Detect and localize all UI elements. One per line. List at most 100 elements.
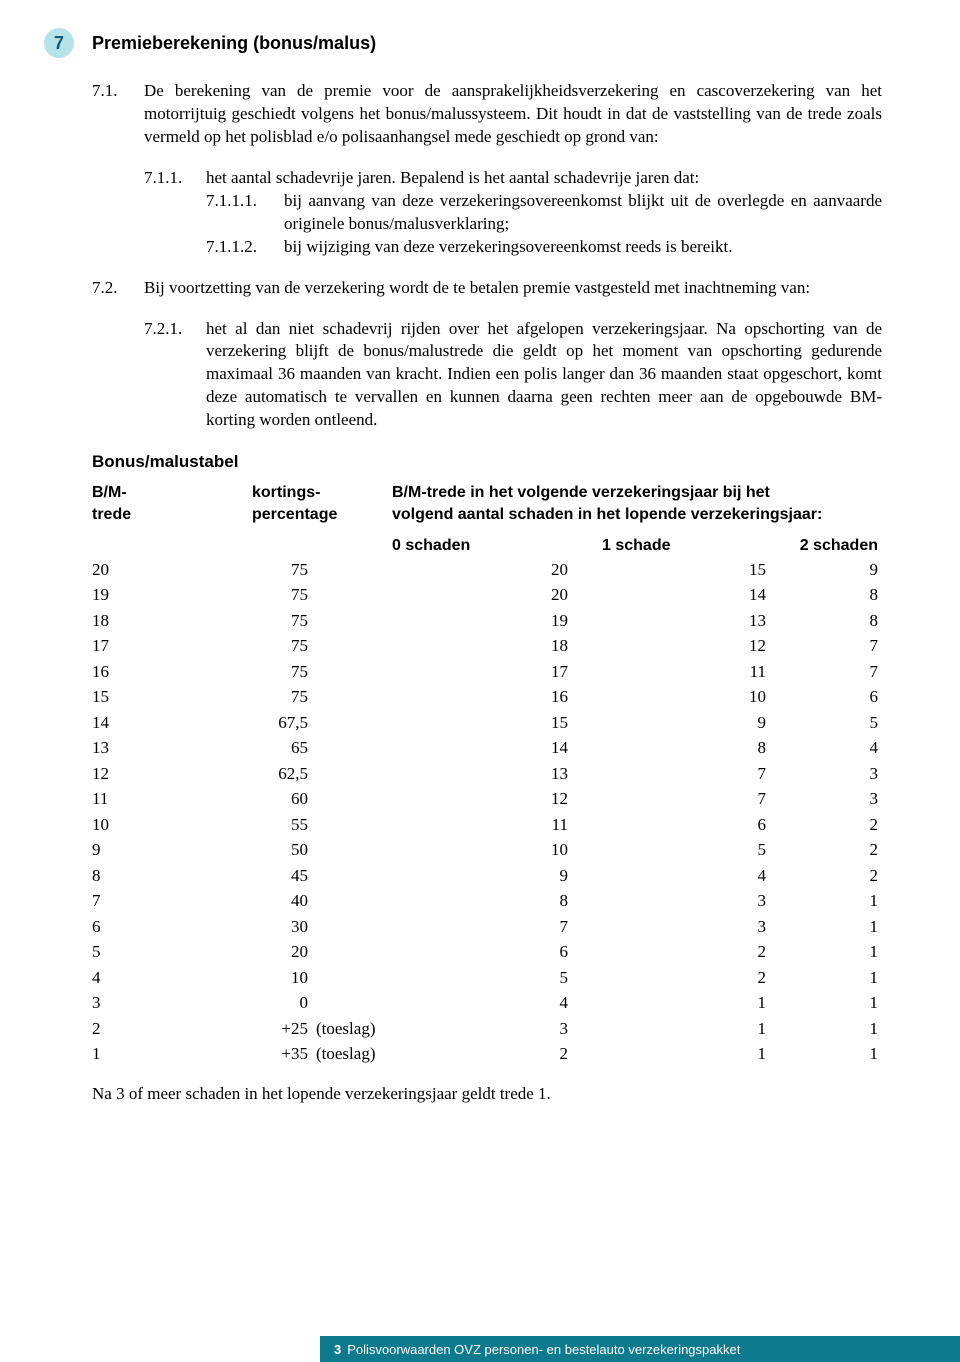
cell-2-schaden: 2 (766, 837, 882, 863)
cell-kp-suffix (308, 557, 400, 583)
cell-1-schade: 6 (568, 812, 766, 838)
cell-1-schade: 11 (568, 659, 766, 685)
cell-0-schaden: 10 (400, 837, 568, 863)
cell-1-schade: 10 (568, 684, 766, 710)
cell-0-schaden: 20 (400, 582, 568, 608)
cell-2-schaden: 1 (766, 914, 882, 940)
cell-kp-suffix (308, 939, 400, 965)
clause-7-2: 7.2. Bij voortzetting van de verzekering… (92, 277, 882, 300)
cell-kp-suffix: (toeslag) (308, 1016, 400, 1042)
cell-1-schade: 1 (568, 1016, 766, 1042)
cell-0-schaden: 8 (400, 888, 568, 914)
cell-kp: 45 (202, 863, 308, 889)
header-0-schaden: 0 schaden (392, 535, 602, 557)
cell-0-schaden: 18 (400, 633, 568, 659)
cell-1-schade: 4 (568, 863, 766, 889)
header-1-schade: 1 schade (602, 535, 797, 557)
cell-2-schaden: 8 (766, 582, 882, 608)
cell-kp: 50 (202, 837, 308, 863)
cell-kp: 67,5 (202, 710, 308, 736)
clause-7-2-1: 7.2.1. het al dan niet schadevrij rijden… (144, 318, 882, 433)
cell-0-schaden: 2 (400, 1041, 568, 1067)
cell-0-schaden: 9 (400, 863, 568, 889)
cell-bm: 18 (92, 608, 202, 634)
table-row: 10551162 (92, 812, 882, 838)
cell-2-schaden: 6 (766, 684, 882, 710)
cell-1-schade: 3 (568, 914, 766, 940)
cell-0-schaden: 5 (400, 965, 568, 991)
cell-1-schade: 1 (568, 990, 766, 1016)
table-row: 11601273 (92, 786, 882, 812)
cell-2-schaden: 8 (766, 608, 882, 634)
cell-kp-suffix (308, 812, 400, 838)
cell-bm: 3 (92, 990, 202, 1016)
clause-text: het al dan niet schadevrij rijden over h… (206, 318, 882, 433)
cell-bm: 17 (92, 633, 202, 659)
cell-2-schaden: 2 (766, 863, 882, 889)
clause-number: 7.1.1.1. (206, 190, 284, 236)
table-row: 177518127 (92, 633, 882, 659)
cell-0-schaden: 12 (400, 786, 568, 812)
header-desc-l1: B/M-trede in het volgende verzekeringsja… (392, 482, 882, 504)
cell-kp: 75 (202, 684, 308, 710)
cell-kp: 10 (202, 965, 308, 991)
cell-1-schade: 1 (568, 1041, 766, 1067)
cell-kp: +35 (202, 1041, 308, 1067)
table-row: 520621 (92, 939, 882, 965)
header-2-schaden: 2 schaden (797, 535, 882, 557)
cell-kp: 30 (202, 914, 308, 940)
table-row: 30411 (92, 990, 882, 1016)
cell-0-schaden: 7 (400, 914, 568, 940)
cell-2-schaden: 3 (766, 786, 882, 812)
cell-bm: 9 (92, 837, 202, 863)
cell-1-schade: 14 (568, 582, 766, 608)
section-title: Premieberekening (bonus/malus) (92, 33, 376, 54)
cell-2-schaden: 1 (766, 1041, 882, 1067)
cell-0-schaden: 20 (400, 557, 568, 583)
cell-bm: 4 (92, 965, 202, 991)
cell-kp-suffix (308, 837, 400, 863)
cell-0-schaden: 4 (400, 990, 568, 1016)
cell-1-schade: 5 (568, 837, 766, 863)
table-row: 187519138 (92, 608, 882, 634)
table-header-row-2: trede percentage volgend aantal schaden … (92, 504, 882, 526)
cell-2-schaden: 2 (766, 812, 882, 838)
clause-text: bij aanvang van deze verzekeringsovereen… (284, 190, 882, 236)
cell-kp: 60 (202, 786, 308, 812)
cell-1-schade: 9 (568, 710, 766, 736)
cell-kp-suffix (308, 990, 400, 1016)
clause-number: 7.2.1. (144, 318, 206, 433)
cell-1-schade: 13 (568, 608, 766, 634)
footer-band: 3 Polisvoorwaarden OVZ personen- en best… (320, 1336, 960, 1362)
cell-kp-suffix (308, 608, 400, 634)
bonus-malus-table: B/M- kortings- B/M-trede in het volgende… (92, 482, 882, 1067)
cell-bm: 15 (92, 684, 202, 710)
table-header-row-1: B/M- kortings- B/M-trede in het volgende… (92, 482, 882, 504)
clause-number: 7.1.1. (144, 167, 206, 190)
cell-0-schaden: 17 (400, 659, 568, 685)
cell-0-schaden: 16 (400, 684, 568, 710)
table-row: 1+35(toeslag)211 (92, 1041, 882, 1067)
footer-text: Polisvoorwaarden OVZ personen- en bestel… (347, 1342, 740, 1357)
cell-kp-suffix (308, 735, 400, 761)
table-row: 207520159 (92, 557, 882, 583)
clause-number: 7.1. (92, 80, 144, 149)
cell-kp: 75 (202, 659, 308, 685)
cell-kp: 75 (202, 582, 308, 608)
cell-bm: 20 (92, 557, 202, 583)
cell-bm: 16 (92, 659, 202, 685)
header-bm-l2: trede (92, 504, 252, 526)
cell-0-schaden: 11 (400, 812, 568, 838)
table-row: 630731 (92, 914, 882, 940)
cell-kp: 0 (202, 990, 308, 1016)
cell-kp-suffix (308, 914, 400, 940)
cell-1-schade: 3 (568, 888, 766, 914)
cell-bm: 12 (92, 761, 202, 787)
table-row: 740831 (92, 888, 882, 914)
table-row: 410521 (92, 965, 882, 991)
cell-kp-suffix: (toeslag) (308, 1041, 400, 1067)
table-row: 13651484 (92, 735, 882, 761)
cell-bm: 19 (92, 582, 202, 608)
clause-text: De berekening van de premie voor de aans… (144, 80, 882, 149)
cell-kp-suffix (308, 761, 400, 787)
